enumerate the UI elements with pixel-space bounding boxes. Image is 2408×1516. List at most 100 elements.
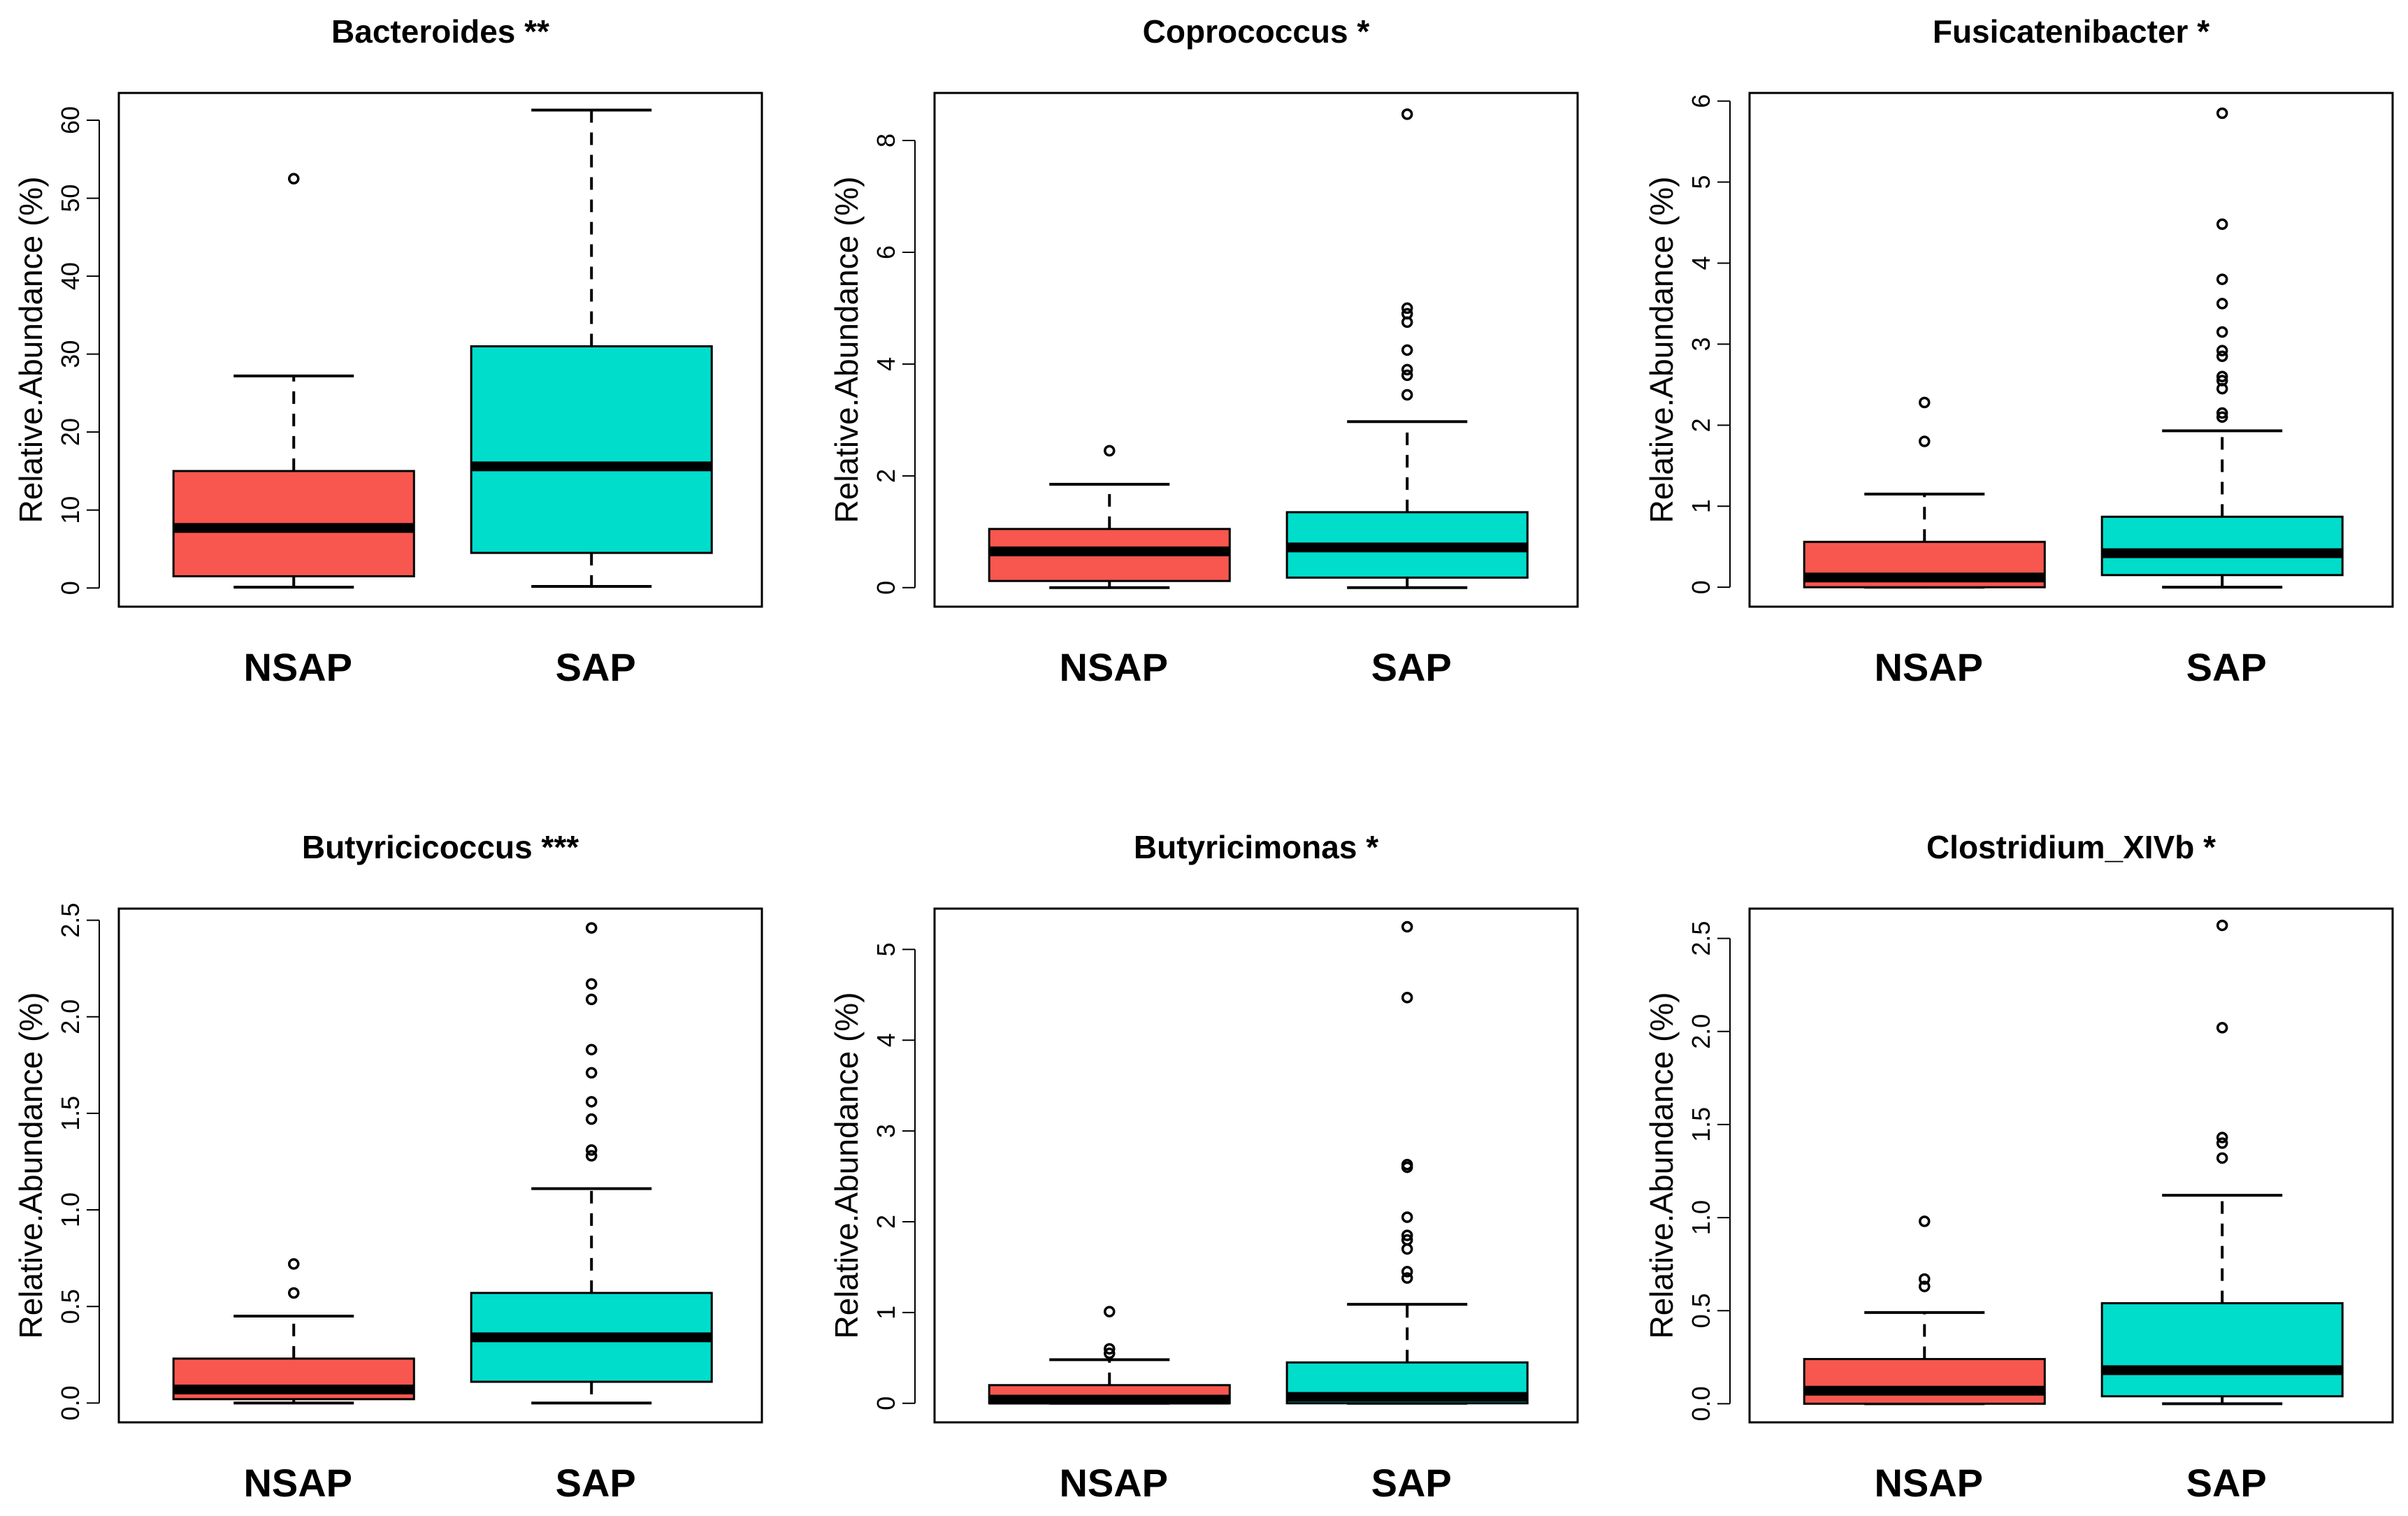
outlier-point [2216, 375, 2228, 387]
y-tick-label: 1.5 [56, 1096, 85, 1131]
box-sap: SAP [470, 108, 713, 689]
plot-frame [933, 92, 1579, 608]
y-tick-label: 6 [872, 245, 900, 259]
plot-frame [1748, 92, 2394, 608]
y-axis: 0 10 20 30 40 50 60 [56, 106, 100, 595]
panel-title: Butyricicoccus *** [302, 829, 579, 865]
group-label-sap: SAP [2186, 1461, 2267, 1505]
outlier-point [585, 1144, 598, 1156]
y-axis-label: Relative.Abundance (%) [1643, 992, 1680, 1338]
box-nsap: NSAP [1803, 1215, 2046, 1505]
outlier-point [1401, 363, 1413, 376]
y-tick-label: 1.0 [1687, 1200, 1715, 1235]
y-tick-label: 4 [872, 357, 900, 371]
y-tick-label: 40 [56, 262, 85, 290]
panel-title: Bacteroides ** [331, 13, 549, 50]
y-tick-label: 20 [56, 418, 85, 446]
outlier-point [2216, 326, 2228, 338]
y-tick-label: 30 [56, 340, 85, 368]
y-tick-label: 0.5 [1687, 1293, 1715, 1328]
outlier-point [1103, 1306, 1116, 1318]
panel-5: Butyricimonas * Relative.Abundance (%) 0 1 2… [828, 829, 1579, 1505]
box-sap: SAP [2100, 107, 2344, 689]
outlier-point [585, 922, 598, 934]
outlier-point [1401, 344, 1413, 356]
outlier-point [1401, 302, 1413, 315]
panel-title: Clostridium_XIVb * [1926, 829, 2216, 865]
outlier-point [1103, 1348, 1116, 1359]
outlier-point [1401, 108, 1413, 120]
outlier-point [1401, 1234, 1413, 1246]
outlier-point [585, 993, 598, 1006]
y-axis-label: Relative.Abundance (%) [1643, 176, 1680, 523]
y-tick-label: 0.0 [1687, 1386, 1715, 1421]
group-label-sap: SAP [556, 645, 636, 689]
y-tick-label: 50 [56, 185, 85, 212]
y-tick-label: 0 [1687, 580, 1715, 594]
outlier-point [585, 978, 598, 990]
outlier-point [1401, 1266, 1413, 1278]
outlier-point [585, 1096, 598, 1108]
y-axis: 0 1 2 3 4 5 6 [1687, 94, 1731, 594]
outlier-point [2216, 919, 2228, 932]
y-tick-label: 8 [872, 133, 900, 147]
y-tick-label: 60 [56, 106, 85, 134]
outlier-point [585, 1113, 598, 1125]
y-axis-label: Relative.Abundance (%) [828, 992, 865, 1338]
outlier-point [585, 1044, 598, 1055]
outlier-point [1401, 369, 1413, 382]
outlier-point [1918, 1273, 1931, 1285]
panel-title: Butyricimonas * [1134, 829, 1378, 865]
group-label-nsap: NSAP [243, 1461, 352, 1505]
outlier-point [1918, 435, 1931, 447]
outlier-point [1401, 1158, 1413, 1171]
y-tick-label: 2.0 [56, 999, 85, 1034]
outlier-point [287, 1287, 300, 1299]
y-axis: 0 1 2 3 4 5 [872, 942, 916, 1410]
group-label-nsap: NSAP [243, 645, 352, 689]
outlier-point [2216, 1132, 2228, 1143]
panel-1: Bacteroides ** Relative.Abundance (%) 0 10 2… [13, 13, 763, 689]
outlier-point [2216, 411, 2228, 423]
outlier-point [2216, 298, 2228, 310]
y-axis-label: Relative.Abundance (%) [828, 176, 865, 523]
y-tick-label: 2.0 [1687, 1014, 1715, 1049]
y-tick-label: 0 [56, 581, 85, 595]
y-tick-label: 2.5 [1687, 921, 1715, 956]
outlier-point [1401, 389, 1413, 401]
panel-4: Butyricicoccus *** Relative.Abundance (%)… [13, 829, 763, 1505]
group-label-nsap: NSAP [1874, 1461, 1983, 1505]
outlier-point [1401, 308, 1413, 320]
y-axis: 0.0 0.5 1.0 1.5 2.0 2.5 [1687, 921, 1731, 1421]
y-tick-label: 0.0 [56, 1385, 85, 1420]
outlier-point [2216, 350, 2228, 363]
box-nsap: NSAP [172, 1258, 415, 1505]
panel-6: Clostridium_XIVb * Relative.Abundance (%)… [1643, 829, 2394, 1505]
outlier-point [2216, 1152, 2228, 1164]
y-tick-label: 3 [1687, 337, 1715, 351]
y-axis-label: Relative.Abundance (%) [13, 992, 49, 1338]
y-tick-label: 0 [872, 581, 900, 595]
group-label-sap: SAP [556, 1461, 636, 1505]
outlier-point [2216, 370, 2228, 383]
outlier-point [585, 1150, 598, 1162]
outlier-point [1918, 1280, 1931, 1292]
y-tick-label: 2.5 [56, 903, 85, 938]
outlier-point [2216, 407, 2228, 419]
outlier-point [1401, 1229, 1413, 1241]
box-nsap: NSAP [172, 173, 415, 689]
outlier-point [287, 173, 300, 185]
box-sap: SAP [1285, 921, 1529, 1505]
outlier-point [1103, 445, 1116, 457]
panel-2: Coprococcus * Relative.Abundance (%) 0 2 4 6 8… [828, 13, 1579, 689]
y-tick-label: 5 [1687, 175, 1715, 189]
group-label-sap: SAP [1371, 645, 1452, 689]
y-tick-label: 0.5 [56, 1289, 85, 1324]
outlier-point [2216, 107, 2228, 120]
group-label-nsap: NSAP [1059, 1461, 1168, 1505]
outlier-point [1918, 396, 1931, 409]
outlier-point [2216, 1137, 2228, 1149]
group-label-sap: SAP [1371, 1461, 1452, 1505]
y-tick-label: 6 [1687, 94, 1715, 108]
y-tick-label: 1 [1687, 499, 1715, 513]
